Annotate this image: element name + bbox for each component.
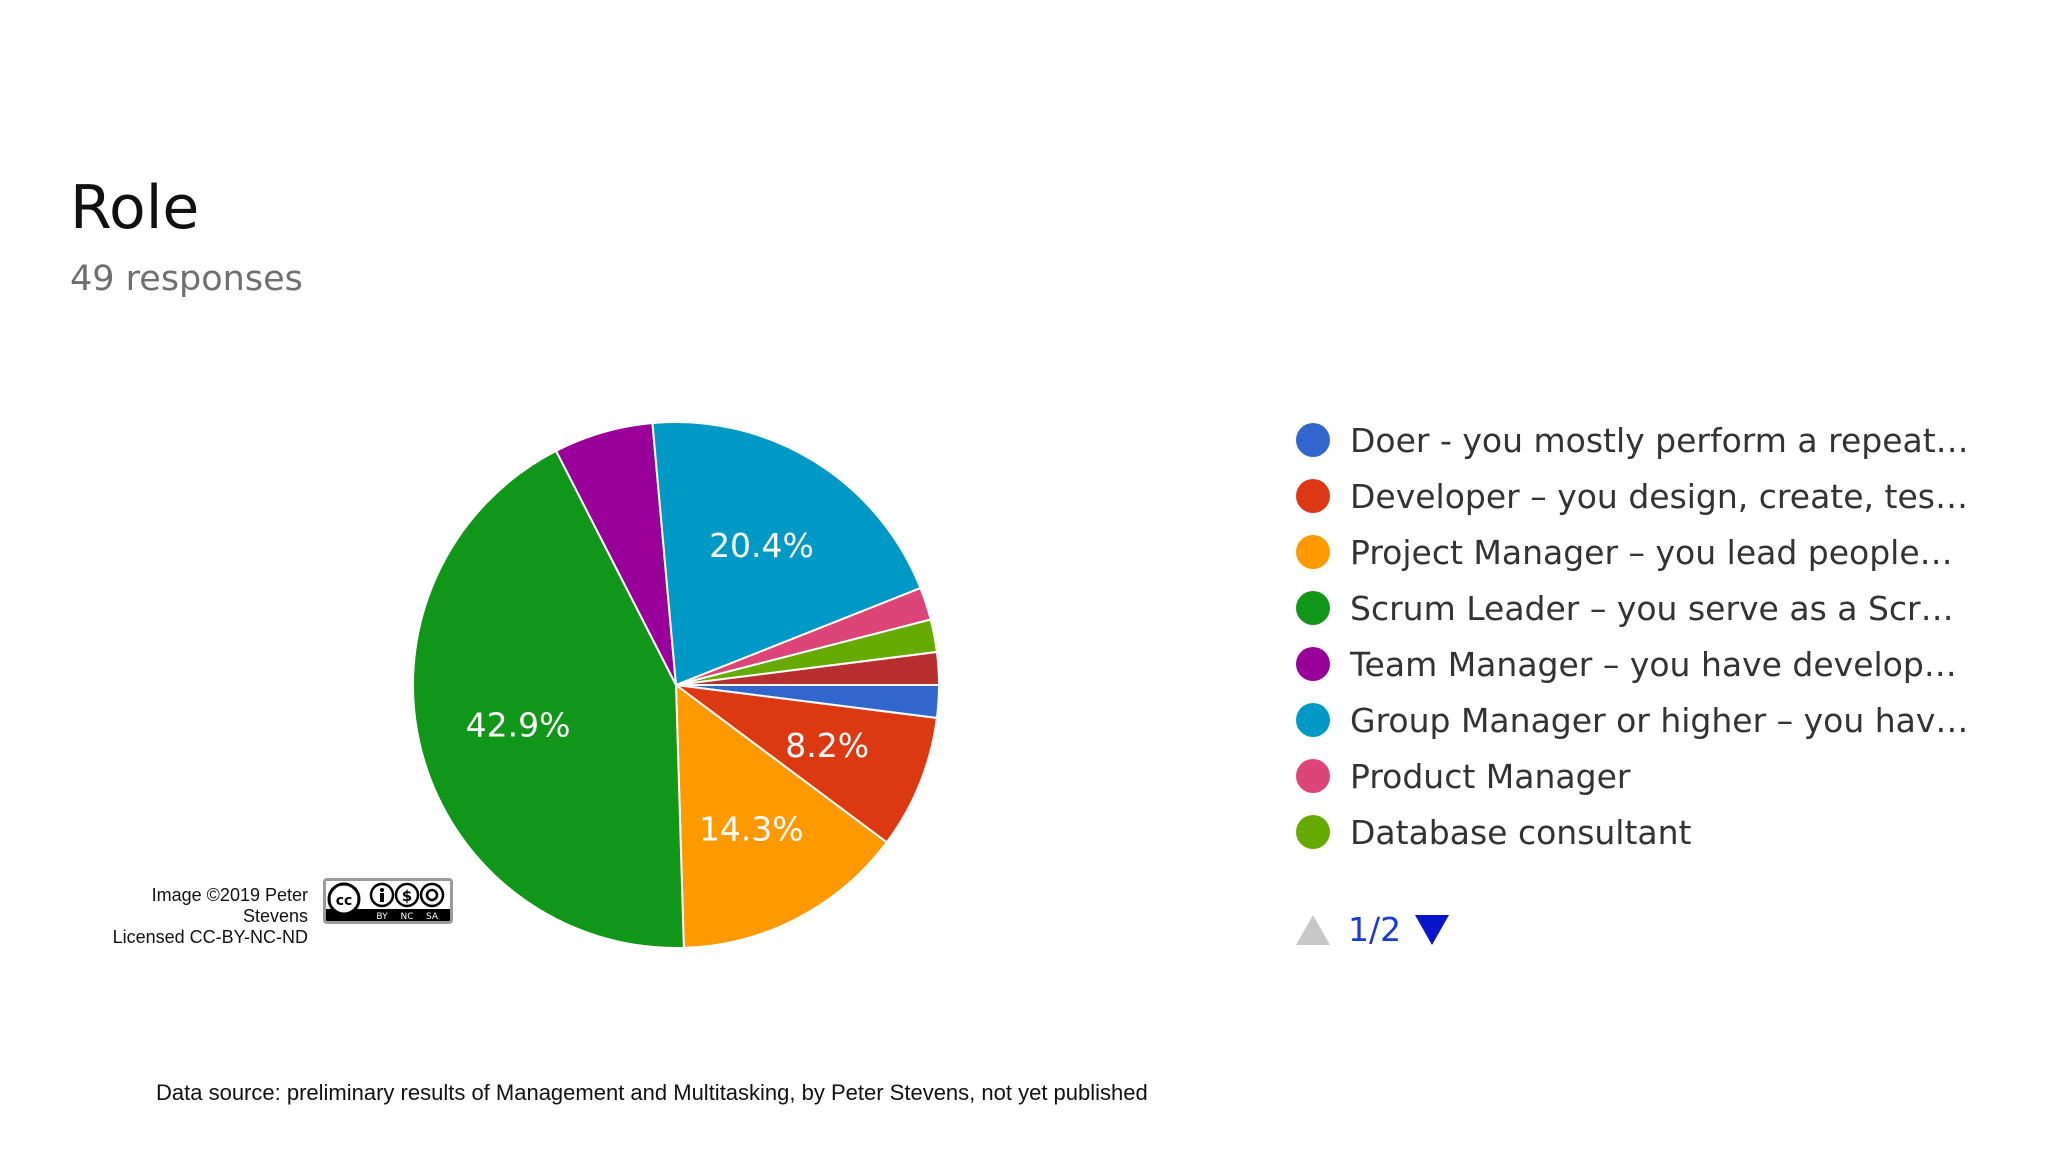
legend-label: Team Manager – you have develop… [1350, 644, 1957, 684]
legend-swatch [1296, 479, 1330, 513]
legend-label: Scrum Leader – you serve as a Scr… [1350, 588, 1954, 628]
pie-slice-8[interactable] [675, 650, 941, 686]
cc-logo-graphic: cc $ BY NC SA [326, 881, 450, 922]
slice-label-2: 14.3% [699, 810, 804, 849]
legend-item[interactable]: Doer - you mostly perform a repeat… [1296, 412, 1969, 468]
credit-line-copyright: Image ©2019 Peter Stevens [151, 885, 308, 926]
image-credit: Image ©2019 Peter Stevens Licensed CC-BY… [88, 885, 308, 948]
legend-item[interactable]: Project Manager – you lead people… [1296, 524, 1969, 580]
pie-slice-5[interactable] [651, 421, 922, 687]
cc-badge-nc: NC [400, 912, 413, 921]
chart-title: Role [70, 173, 200, 243]
legend-item[interactable]: Product Manager [1296, 748, 1969, 804]
data-source-note: Data source: preliminary results of Mana… [156, 1080, 1148, 1105]
slice-label-1: 8.2% [785, 726, 869, 765]
legend-item[interactable]: Developer – you design, create, tes… [1296, 468, 1969, 524]
response-count: 49 responses [70, 259, 303, 299]
legend-swatch [1296, 423, 1330, 457]
cc-badge-sa: SA [426, 912, 439, 921]
cc-mark: cc [336, 893, 353, 909]
credit-line-license: Licensed CC-BY-NC-ND [112, 927, 308, 947]
next-page-icon[interactable] [1415, 914, 1450, 945]
legend-pager: 1/2 [1296, 910, 1450, 949]
legend-item[interactable]: Team Manager – you have develop… [1296, 636, 1969, 692]
legend-label: Group Manager or higher – you hav… [1350, 700, 1969, 740]
legend-label: Product Manager [1350, 756, 1631, 796]
legend-label: Project Manager – you lead people… [1350, 532, 1953, 572]
cc-license-logo: cc $ BY NC SA [323, 878, 453, 924]
cc-badge-by: BY [376, 912, 388, 921]
legend-item[interactable]: Database consultant [1296, 804, 1969, 860]
sharealike-icon [419, 882, 445, 908]
chart-legend: Doer - you mostly perform a repeat… Deve… [1296, 412, 1969, 860]
legend-label: Database consultant [1350, 812, 1692, 852]
slice-label-3: 42.9% [466, 706, 571, 745]
legend-label: Doer - you mostly perform a repeat… [1350, 420, 1969, 460]
pie-slice-3[interactable] [412, 449, 685, 949]
noncommercial-icon [394, 882, 420, 908]
legend-item[interactable]: Group Manager or higher – you hav… [1296, 692, 1969, 748]
cc-circle-icon [327, 882, 361, 916]
svg-text:$: $ [402, 887, 412, 905]
legend-swatch [1296, 535, 1330, 569]
legend-swatch [1296, 815, 1330, 849]
legend-swatch [1296, 591, 1330, 625]
legend-swatch [1296, 759, 1330, 793]
legend-swatch [1296, 647, 1330, 681]
legend-label: Developer – you design, create, tes… [1350, 476, 1968, 516]
slice-label-5: 20.4% [709, 526, 814, 565]
pie-slice-2[interactable] [674, 682, 889, 949]
page-indicator: 1/2 [1348, 910, 1402, 949]
legend-swatch [1296, 703, 1330, 737]
pie-slice-1[interactable] [672, 683, 939, 844]
previous-page-icon[interactable] [1296, 914, 1330, 945]
legend-item[interactable]: Scrum Leader – you serve as a Scr… [1296, 580, 1969, 636]
